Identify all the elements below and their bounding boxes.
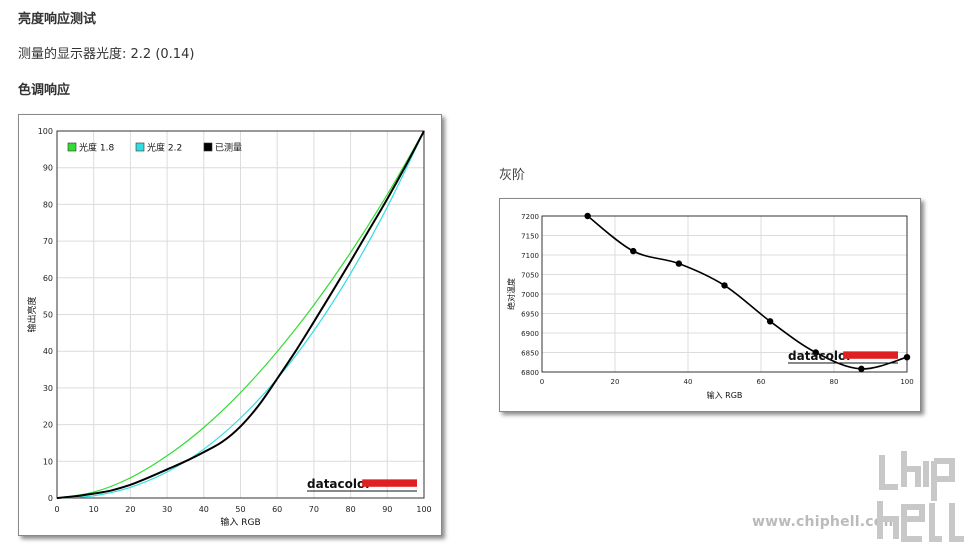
legend-swatch [135,142,145,152]
data-point [903,353,911,361]
y-tick-label: 30 [43,384,53,393]
y-axis-label: 绝对温度 [506,278,516,310]
x-tick-label: 0 [540,378,544,386]
x-tick-label: 90 [382,505,392,514]
series-line [56,130,425,499]
legend-swatch [203,142,213,152]
gamma-measurement-text: 测量的显示器光度: 2.2 (0.14) [18,47,195,62]
x-tick-label: 40 [199,505,209,514]
chiphell-logo-watermark [877,451,964,542]
y-tick-label: 20 [43,421,53,430]
x-tick-label: 80 [830,378,839,386]
legend-label: 光度 2.2 [147,142,182,154]
data-point [766,318,774,325]
y-tick-label: 90 [43,164,53,173]
x-tick-label: 100 [900,378,913,386]
datacolor-logo-text: datacolor [307,477,371,491]
y-tick-label: 7000 [521,291,539,299]
y-tick-label: 6800 [521,369,539,377]
x-tick-label: 100 [416,505,431,514]
x-tick-label: 10 [89,505,99,514]
data-point [630,247,637,255]
grayscale-temperature-chart: 0 20 40 60 80 100 6800 6850 6900 6950 7000 7050 7100… [506,212,914,400]
series-line [56,130,425,499]
data-point [584,212,591,220]
datacolor-logo-bar [362,479,417,487]
x-tick-label: 60 [272,505,282,514]
datacolor-logo-text: datacolor [788,349,852,363]
data-point [675,260,683,267]
x-tick-label: 80 [346,505,356,514]
y-tick-label: 6850 [521,350,539,358]
x-tick-label: 70 [309,505,319,514]
watermark-url: www.chiphell.com [752,514,899,530]
legend-label: 已测量 [215,143,242,154]
x-tick-label: 0 [54,505,59,514]
series-line [56,130,425,499]
grayscale-title: 灰阶 [499,168,526,183]
y-tick-label: 40 [43,347,53,356]
y-tick-label: 0 [48,494,53,503]
grayscale-chart-panel: 0 20 40 60 80 100 6800 6850 6900 6950 7000 7050 7100… [499,198,921,412]
x-axis-label: 输入 RGB [707,390,743,400]
plot-frame [56,130,425,499]
legend-label: 光度 1.8 [79,142,114,154]
y-tick-label: 70 [43,237,53,246]
y-tick-label: 7050 [521,272,539,280]
datacolor-logo-bar [843,351,898,359]
x-tick-label: 20 [125,505,135,514]
y-tick-label: 7100 [521,252,539,260]
y-tick-label: 100 [38,127,53,136]
y-tick-label: 10 [43,457,53,466]
y-tick-label: 7200 [521,213,539,221]
x-tick-label: 50 [235,505,245,514]
y-tick-label: 80 [43,200,53,209]
tone-response-chart: 0 10 20 30 40 50 60 70 80 90 100 0 10 20 30 40 50 60 70 80 9… [26,127,432,528]
y-tick-label: 7150 [521,233,539,241]
plot-frame [541,215,908,373]
x-tick-label: 60 [757,378,766,386]
x-axis-label: 输入 RGB [220,516,260,528]
y-tick-label: 50 [43,311,53,320]
x-tick-label: 30 [162,505,172,514]
x-tick-label: 40 [684,378,693,386]
data-point [812,349,819,356]
data-point [858,365,865,373]
x-tick-label: 20 [611,378,620,386]
tone-response-chart-panel: 0 10 20 30 40 50 60 70 80 90 100 0 10 20 30 40 50 60 70 80 9… [18,114,442,536]
y-tick-label: 6900 [521,330,539,338]
series-line [587,215,908,370]
data-point [721,282,728,289]
tone-response-title: 色调响应 [18,83,71,98]
y-tick-label: 6950 [521,311,539,319]
page-title: 亮度响应测试 [18,12,97,27]
legend-swatch [67,142,77,152]
y-axis-label: 输出亮度 [26,296,38,332]
y-tick-label: 60 [43,274,53,283]
